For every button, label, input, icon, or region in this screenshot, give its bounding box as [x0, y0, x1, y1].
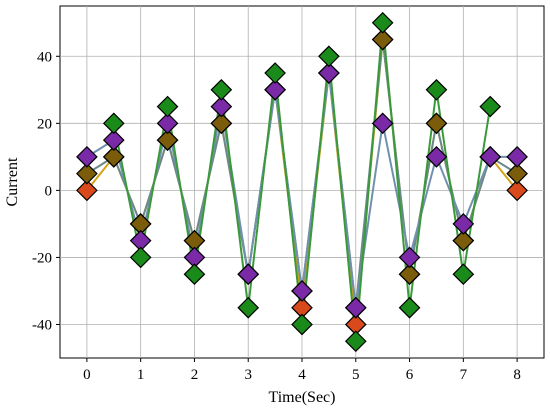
data-point-series-2: [210, 112, 233, 135]
data-point-series-2: [425, 112, 448, 135]
data-point-series-3: [452, 213, 475, 235]
x-tick-label: 1: [137, 367, 145, 383]
data-point-series-3: [237, 263, 260, 286]
data-point-series-3: [371, 112, 394, 135]
data-point-series-4: [291, 313, 313, 336]
data-point-series-3: [479, 146, 502, 168]
x-tick-label: 0: [83, 367, 91, 383]
data-point-series-2: [76, 162, 98, 185]
series-markers: [76, 11, 528, 353]
data-point-series-2: [452, 229, 475, 252]
x-tick-label: 2: [191, 367, 199, 383]
data-point-series-3: [102, 129, 125, 151]
data-point-series-1: [506, 179, 528, 202]
y-tick-label: 20: [37, 116, 52, 132]
data-point-series-1: [76, 179, 98, 202]
y-axis-ticks: -40 -20 0 20 40: [32, 49, 60, 333]
data-point-series-2: [156, 129, 179, 151]
data-point-series-3: [156, 112, 179, 135]
x-tick-label: 6: [406, 367, 414, 383]
y-tick-label: -20: [32, 250, 52, 266]
data-point-series-3: [210, 95, 233, 118]
data-point-series-2: [371, 28, 394, 51]
data-point-series-4: [156, 95, 179, 118]
data-point-series-4: [398, 296, 421, 319]
data-point-series-3: [318, 62, 340, 84]
data-point-series-3: [506, 146, 528, 168]
data-point-series-4: [183, 263, 206, 286]
data-point-series-3: [344, 296, 367, 319]
data-point-series-4: [344, 330, 367, 353]
data-point-series-4: [425, 78, 448, 101]
data-point-series-4: [102, 112, 125, 135]
data-point-series-4: [318, 45, 340, 68]
x-axis-ticks: 0 1 2 3 4 5 6 7 8: [83, 358, 521, 383]
data-point-series-4: [237, 296, 260, 319]
x-axis-label: Time(Sec): [269, 389, 336, 406]
x-tick-label: 7: [460, 367, 468, 383]
y-tick-label: 40: [37, 49, 52, 65]
data-point-series-3: [398, 246, 421, 269]
x-tick-label: 8: [513, 367, 521, 383]
data-point-series-3: [291, 280, 313, 302]
x-tick-label: 5: [352, 367, 360, 383]
x-tick-label: 4: [298, 367, 306, 383]
y-tick-label: -40: [32, 317, 52, 333]
y-tick-label: 0: [45, 183, 53, 199]
data-point-series-4: [129, 246, 152, 269]
data-point-series-4: [371, 11, 394, 34]
data-point-series-2: [398, 263, 421, 286]
data-point-series-3: [264, 78, 286, 101]
x-tick-label: 3: [244, 367, 252, 383]
data-point-series-3: [425, 146, 448, 168]
data-point-series-4: [264, 62, 286, 84]
data-point-series-4: [210, 78, 233, 101]
data-point-series-4: [452, 263, 475, 286]
data-point-series-4: [479, 95, 502, 118]
data-point-series-3: [76, 146, 98, 168]
data-point-series-2: [102, 146, 125, 168]
data-point-series-2: [506, 162, 528, 185]
y-axis-label: Current: [4, 157, 21, 206]
